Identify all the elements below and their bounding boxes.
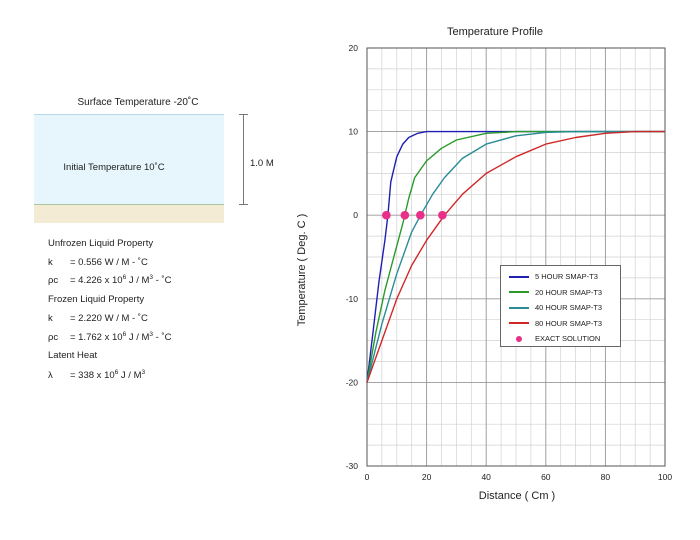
unfrozen-pc-exponent: 6 [122,274,127,281]
ground-layer [34,204,224,223]
frozen-k-symbol: k [48,313,53,324]
x-tick-label: 40 [481,472,491,482]
y-tick-label: -20 [346,377,359,387]
initial-temperature-label: Initial Temperature 10˚C [63,162,165,173]
y-tick-label: -10 [346,294,359,304]
unfrozen-property-title: Unfrozen Liquid Property [48,238,154,249]
latent-heat-value-row: λ = 338 x 106 J / M3 [48,369,145,381]
chart-title: Temperature Profile [447,26,543,38]
frozen-pc-symbol: ρc [48,332,59,344]
unfrozen-conductivity: k = 0.556 W / M - ˚C [48,257,148,268]
x-tick-label: 0 [365,472,370,482]
unfrozen-k-symbol: k [48,257,53,268]
latent-unit: J / M [118,370,142,382]
series-line [366,130,665,383]
plot-frame [366,47,666,467]
depth-dimension-tick-bottom [239,204,248,205]
exact-solution-point [438,210,447,220]
x-tick-label: 20 [422,472,432,482]
legend-entry: 40 HOUR SMAP-T3 [501,300,620,316]
x-tick-label: 60 [541,472,551,482]
legend-line-swatch [509,306,529,309]
unfrozen-pc-unit: J / M [126,275,150,287]
chart-legend: 5 HOUR SMAP-T3 20 HOUR SMAP-T3 40 HOUR SMA… [500,265,621,347]
exact-solution-point [400,210,410,220]
legend-label: EXACT SOLUTION [535,334,601,344]
legend-label: 20 HOUR SMAP-T3 [535,287,603,297]
legend-entry: 20 HOUR SMAP-T3 [501,285,620,301]
x-tick-label: 100 [658,472,672,482]
legend-label: 40 HOUR SMAP-T3 [535,303,603,313]
liquid-layer [34,114,224,205]
latent-exponent: 6 [114,369,119,376]
frozen-heat-capacity: ρc = 1.762 x 106 J / M3 - ˚C [48,331,172,343]
legend-entry: 5 HOUR SMAP-T3 [501,269,620,285]
y-tick-label: -30 [346,461,359,471]
series-line [366,130,665,383]
frozen-property-title: Frozen Liquid Property [48,294,145,305]
exact-solution-point [416,210,425,220]
x-tick-label: 80 [601,472,611,482]
legend-line-swatch [509,275,529,278]
legend-entry: EXACT SOLUTION [501,331,620,347]
exact-solution-point [382,210,391,220]
latent-unit-exponent: 3 [141,369,146,376]
frozen-k-value: = 2.220 W / M - ˚C [70,313,148,324]
unfrozen-pc-unit-exponent: 3 [149,274,154,281]
legend-entry: 80 HOUR SMAP-T3 [501,316,620,332]
frozen-pc-unit-tail: - ˚C [153,332,172,344]
frozen-pc-unit-exponent: 3 [149,331,154,338]
legend-label: 80 HOUR SMAP-T3 [535,318,603,328]
frozen-pc-exponent: 6 [122,331,127,338]
latent-heat-title: Latent Heat [48,350,98,361]
frozen-pc-value: = 1.762 x 10 [70,332,123,344]
unfrozen-pc-unit-tail: - ˚C [153,275,172,287]
unfrozen-pc-symbol: ρc [48,275,59,287]
unfrozen-heat-capacity: ρc = 4.226 x 106 J / M3 - ˚C [48,274,172,286]
y-tick-label: 10 [349,127,359,137]
frozen-pc-unit: J / M [126,332,150,344]
y-axis-label: Temperature ( Deg. C ) [296,213,308,327]
x-axis-label: Distance ( Cm ) [478,490,556,502]
series-line [366,130,665,383]
y-tick-label: 0 [353,210,358,220]
legend-label: 5 HOUR SMAP-T3 [535,272,598,282]
depth-dimension-tick-top [239,114,248,115]
legend-dot-swatch [516,335,522,342]
surface-temperature-label: Surface Temperature -20˚C [77,97,199,108]
latent-value: = 338 x 10 [70,370,115,382]
unfrozen-k-value: = 0.556 W / M - ˚C [70,257,148,268]
latent-symbol: λ [48,370,53,382]
series-line [366,130,665,383]
depth-dimension-line [243,114,244,204]
depth-label: 1.0 M [250,158,274,169]
legend-line-swatch [509,322,529,325]
y-tick-label: 20 [349,43,359,53]
legend-line-swatch [509,291,529,294]
frozen-conductivity: k = 2.220 W / M - ˚C [48,313,148,324]
unfrozen-pc-value: = 4.226 x 10 [70,275,123,287]
